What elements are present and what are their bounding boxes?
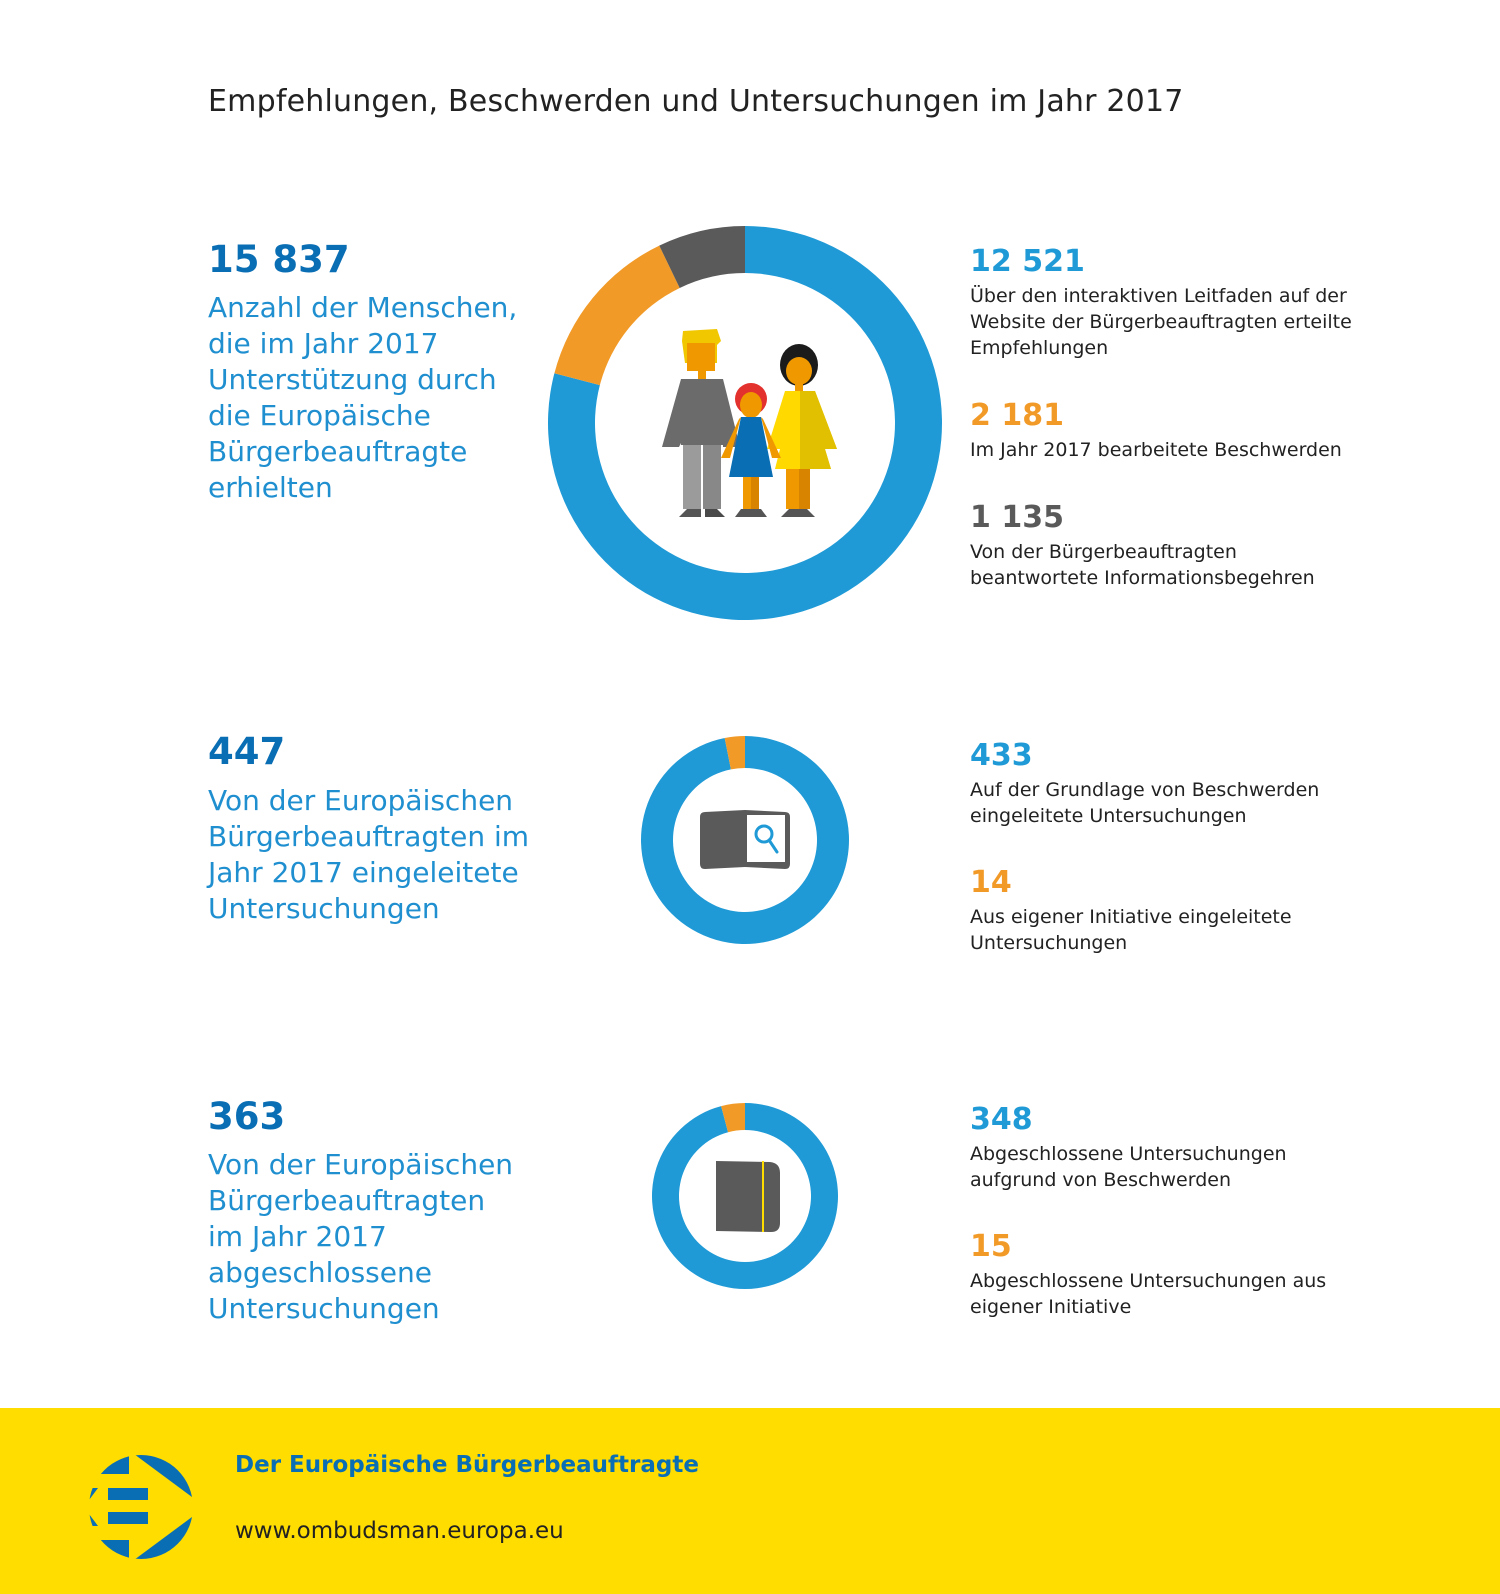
stat-label: Von der Bürgerbeauftragten beantwortete … bbox=[970, 541, 1315, 589]
total-closed-inquiries-label: Von der Europäischen Bürgerbeauftragten … bbox=[208, 1148, 514, 1325]
stat-item-complaints: 2 181 Im Jahr 2017 bearbeitete Beschwerd… bbox=[970, 398, 1370, 463]
donut-segment-aus-eigener-initiative bbox=[721, 1103, 745, 1133]
stat-label: Über den interaktiven Leitfaden auf der … bbox=[970, 285, 1352, 359]
footer bbox=[0, 1408, 1500, 1594]
stat-label: Aus eigener Initiative eingeleitete Unte… bbox=[970, 906, 1292, 954]
stat-value: 2 181 bbox=[970, 398, 1064, 433]
stat-item-closed-own-initiative: 15 Abgeschlossene Untersuchungen aus eig… bbox=[970, 1229, 1350, 1320]
total-people: 15 837 bbox=[208, 238, 350, 281]
stat-label: Im Jahr 2017 bearbeitete Beschwerden bbox=[970, 439, 1342, 461]
stat-value: 12 521 bbox=[970, 244, 1085, 279]
total-opened-inquiries: 447 bbox=[208, 730, 286, 773]
stat-item-recommendations: 12 521 Über den interaktiven Leitfaden a… bbox=[970, 244, 1370, 361]
footer-organization-name: Der Europäische Bürgerbeauftragte bbox=[235, 1452, 699, 1478]
donut-chart-opened-inquiries bbox=[641, 736, 849, 944]
donut-segment-aus-eigener-initiative bbox=[724, 736, 745, 770]
donut-segment-auf-grundlage-von-beschwerden bbox=[641, 736, 849, 944]
stat-value: 348 bbox=[970, 1102, 1033, 1137]
stat-value: 14 bbox=[970, 865, 1012, 900]
donut-chart-people bbox=[548, 226, 942, 620]
total-people-label: Anzahl der Menschen, die im Jahr 2017 Un… bbox=[208, 291, 518, 504]
stat-item-complaint-inquiries: 433 Auf der Grundlage von Beschwerden ei… bbox=[970, 738, 1350, 829]
footer-website-link[interactable]: www.ombudsman.europa.eu bbox=[235, 1518, 564, 1544]
stat-label: Abgeschlossene Untersuchungen aufgrund v… bbox=[970, 1143, 1287, 1191]
stat-value: 433 bbox=[970, 738, 1033, 773]
stat-label: Auf der Grundlage von Beschwerden eingel… bbox=[970, 779, 1320, 827]
page-title: Empfehlungen, Beschwerden und Untersuchu… bbox=[208, 84, 1184, 119]
family-icon bbox=[662, 329, 837, 517]
ombudsman-logo-icon bbox=[89, 1455, 193, 1559]
donut-chart-closed-inquiries bbox=[652, 1103, 838, 1289]
stat-item-information-requests: 1 135 Von der Bürgerbeauftragten beantwo… bbox=[970, 500, 1350, 591]
closed-folder-icon bbox=[716, 1161, 780, 1232]
stat-value: 1 135 bbox=[970, 500, 1064, 535]
stat-item-own-initiative-inquiries: 14 Aus eigener Initiative eingeleitete U… bbox=[970, 865, 1330, 956]
stat-label: Abgeschlossene Untersuchungen aus eigene… bbox=[970, 1270, 1327, 1318]
donut-segment-beschwerden bbox=[554, 245, 680, 386]
stat-value: 15 bbox=[970, 1229, 1012, 1264]
total-closed-inquiries: 363 bbox=[208, 1095, 286, 1138]
stat-item-closed-complaint-inquiries: 348 Abgeschlossene Untersuchungen aufgru… bbox=[970, 1102, 1330, 1193]
total-opened-inquiries-label: Von der Europäischen Bürgerbeauftragten … bbox=[208, 784, 530, 925]
open-folder-magnifier-icon bbox=[700, 810, 790, 869]
donut-segment-informationsbegehren bbox=[659, 226, 745, 288]
